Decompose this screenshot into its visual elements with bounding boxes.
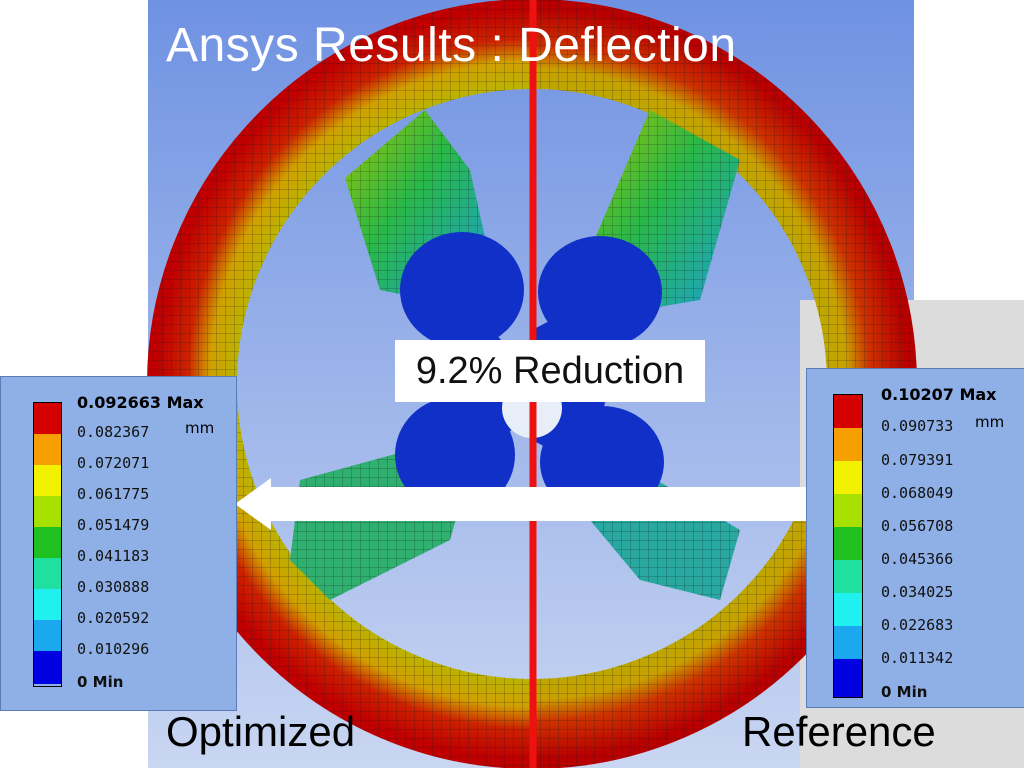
legend-tick: 0.034025 — [881, 583, 954, 601]
caption-reference: Reference — [742, 708, 936, 755]
legend-tick: 0.082367 — [77, 423, 150, 441]
legend-color-scale — [33, 402, 62, 687]
legend-tick: 0.056708 — [881, 517, 954, 535]
legend-tick: 0.041183 — [77, 547, 150, 565]
slide-title: Ansys Results : Deflection — [166, 19, 737, 72]
legend-min-label: 0 Min — [881, 683, 928, 701]
legend-max-label: 0.092663 Max — [77, 393, 204, 412]
legend-tick: 0.030888 — [77, 578, 150, 596]
legend-min-label: 0 Min — [77, 673, 124, 691]
legend-unit: mm — [185, 419, 215, 437]
legend-unit: mm — [975, 413, 1005, 431]
legend-tick: 0.072071 — [77, 454, 150, 472]
legend-max-label: 0.10207 Max — [881, 385, 997, 404]
legend-tick: 0.022683 — [881, 616, 954, 634]
reduction-arrow-shaft — [265, 487, 810, 521]
legend-tick: 0.061775 — [77, 485, 150, 503]
legend-color-scale — [833, 394, 863, 698]
legend-tick: 0.079391 — [881, 451, 954, 469]
reduction-arrow-head — [235, 478, 271, 530]
legend-tick: 0.045366 — [881, 550, 954, 568]
reduction-callout: 9.2% Reduction — [395, 340, 705, 402]
legend-tick: 0.011342 — [881, 649, 954, 667]
legend-tick: 0.090733 — [881, 417, 954, 435]
legend-reference: 0.10207 Max mm 0.090733 0.079391 0.06804… — [806, 368, 1024, 708]
legend-tick: 0.051479 — [77, 516, 150, 534]
caption-optimized: Optimized — [166, 708, 356, 755]
legend-tick: 0.020592 — [77, 609, 150, 627]
legend-tick: 0.010296 — [77, 640, 150, 658]
legend-optimized: 0.092663 Max mm 0.082367 0.072071 0.0617… — [0, 376, 237, 711]
legend-tick: 0.068049 — [881, 484, 954, 502]
